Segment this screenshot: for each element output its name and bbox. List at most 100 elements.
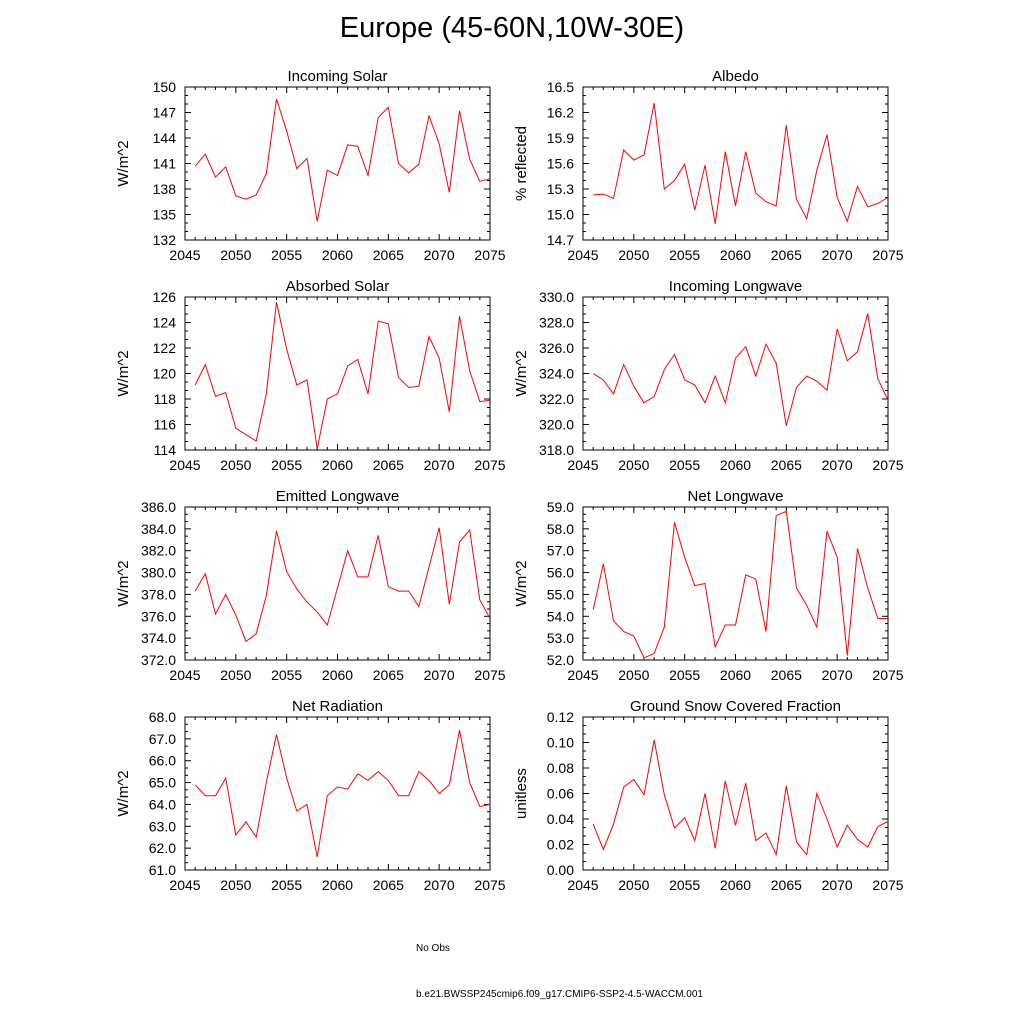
y-tick-label: 52.0 (547, 652, 574, 668)
y-tick-label: 54.0 (547, 608, 574, 624)
plot-frame (582, 86, 889, 241)
panel-title: Incoming Longwave (669, 278, 802, 295)
x-tick-label: 2050 (618, 247, 649, 263)
x-tick-label: 2050 (220, 457, 251, 473)
figure-title: Europe (45-60N,10W-30E) (339, 12, 685, 44)
y-tick-label: 15.9 (547, 130, 574, 146)
plot-frame (184, 506, 491, 661)
x-tick-label: 2055 (271, 877, 302, 893)
x-tick-label: 2075 (474, 667, 505, 683)
y-tick-label: 63.0 (149, 818, 176, 834)
panel-title: Incoming Solar (287, 68, 387, 85)
y-tick-label: 318.0 (539, 442, 574, 458)
y-axis-label: W/m^2 (115, 560, 132, 606)
y-tick-label: 116 (154, 417, 177, 433)
y-tick-label: 382.0 (141, 543, 176, 559)
panel-title: Absorbed Solar (286, 278, 389, 295)
y-tick-label: 322.0 (539, 391, 574, 407)
series-line (592, 510, 888, 659)
x-tick-label: 2055 (271, 457, 302, 473)
x-tick-label: 2055 (271, 667, 302, 683)
y-tick-label: 56.0 (547, 565, 574, 581)
x-tick-label: 2065 (771, 877, 802, 893)
x-tick-label: 2070 (822, 877, 853, 893)
y-tick-label: 16.2 (547, 105, 574, 121)
y-tick-label: 66.0 (149, 753, 176, 769)
series-line (194, 730, 491, 857)
x-tick-label: 2075 (474, 877, 505, 893)
y-tick-label: 132 (153, 232, 177, 248)
y-tick-label: 64.0 (149, 796, 176, 812)
series-line (194, 527, 491, 643)
y-tick-label: 15.6 (547, 156, 574, 172)
x-tick-label: 2055 (669, 667, 700, 683)
series-line (593, 103, 889, 224)
y-tick-label: 58.0 (547, 521, 574, 537)
y-tick-label: 61.0 (149, 862, 176, 878)
y-tick-label: 0.10 (547, 735, 574, 751)
y-tick-label: 15.3 (547, 181, 574, 197)
x-tick-label: 2050 (618, 667, 649, 683)
x-tick-label: 2075 (474, 247, 505, 263)
x-tick-label: 2060 (322, 247, 353, 263)
plot-frame (582, 506, 889, 661)
x-tick-label: 2065 (771, 667, 802, 683)
x-tick-label: 2065 (373, 457, 404, 473)
y-tick-label: 65.0 (149, 775, 176, 791)
y-axis-label: W/m^2 (115, 770, 132, 816)
y-tick-label: 57.0 (547, 543, 574, 559)
x-tick-label: 2045 (567, 667, 598, 683)
x-tick-label: 2050 (618, 877, 649, 893)
y-tick-label: 138 (153, 181, 177, 197)
y-tick-label: 16.5 (547, 79, 574, 95)
x-tick-label: 2070 (424, 877, 455, 893)
y-tick-label: 330.0 (539, 289, 574, 305)
y-tick-label: 320.0 (539, 417, 574, 433)
panel-title: Emitted Longwave (276, 488, 399, 505)
y-tick-label: 53.0 (547, 630, 574, 646)
y-tick-label: 0.00 (547, 862, 574, 878)
y-tick-label: 55.0 (547, 586, 574, 602)
y-tick-label: 147 (153, 105, 177, 121)
y-tick-label: 0.08 (547, 760, 574, 776)
x-tick-label: 2055 (271, 247, 302, 263)
y-tick-label: 386.0 (141, 499, 176, 515)
y-tick-label: 68.0 (149, 709, 176, 725)
x-tick-label: 2060 (720, 877, 751, 893)
y-tick-label: 114 (154, 442, 177, 458)
x-tick-label: 2070 (822, 457, 853, 473)
x-tick-label: 2075 (872, 667, 903, 683)
y-tick-label: 122 (153, 340, 177, 356)
x-tick-label: 2060 (720, 247, 751, 263)
x-tick-label: 2045 (169, 457, 200, 473)
y-tick-label: 126 (153, 289, 177, 305)
x-tick-label: 2075 (474, 457, 505, 473)
x-tick-label: 2075 (872, 247, 903, 263)
panel-title: Ground Snow Covered Fraction (630, 698, 841, 715)
x-tick-label: 2065 (373, 247, 404, 263)
x-tick-label: 2060 (322, 457, 353, 473)
x-tick-label: 2055 (669, 247, 700, 263)
y-axis-label: W/m^2 (513, 560, 530, 606)
series-line (592, 739, 889, 857)
x-tick-label: 2050 (220, 877, 251, 893)
x-tick-label: 2070 (822, 247, 853, 263)
y-tick-label: 150 (153, 79, 177, 95)
y-tick-label: 120 (153, 366, 177, 382)
x-tick-label: 2075 (872, 457, 903, 473)
y-tick-label: 62.0 (149, 840, 176, 856)
x-tick-label: 2065 (771, 457, 802, 473)
x-tick-label: 2050 (220, 247, 251, 263)
plot-frame (582, 716, 889, 871)
x-tick-label: 2045 (567, 457, 598, 473)
y-tick-label: 67.0 (149, 731, 176, 747)
x-tick-label: 2045 (169, 877, 200, 893)
y-axis-label: % reflected (513, 126, 530, 201)
x-tick-label: 2070 (424, 247, 455, 263)
x-tick-label: 2045 (169, 667, 200, 683)
x-tick-label: 2070 (424, 457, 455, 473)
y-tick-label: 124 (153, 315, 177, 331)
y-tick-label: 15.0 (547, 207, 574, 223)
x-tick-label: 2065 (373, 667, 404, 683)
